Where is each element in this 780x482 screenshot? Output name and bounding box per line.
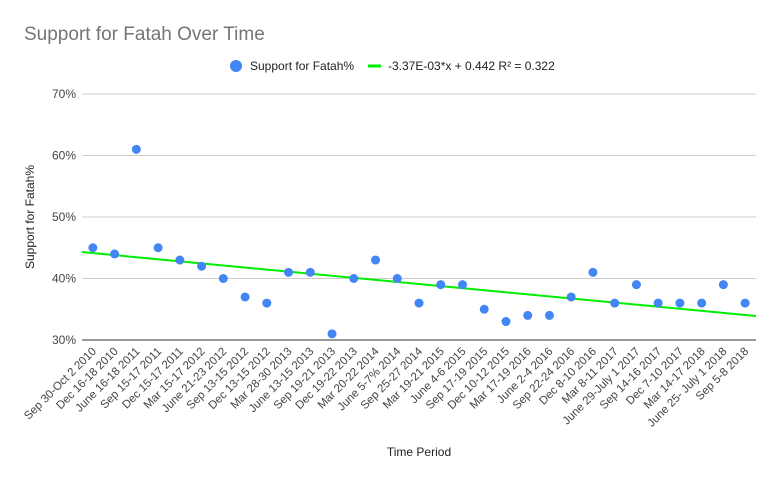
y-axis-ticks: 30% 40% 50% 60% 70% <box>52 87 76 347</box>
y-tick-label: 70% <box>52 87 76 101</box>
data-point <box>349 274 359 283</box>
y-tick-label: 60% <box>52 149 76 163</box>
data-point <box>371 255 381 265</box>
data-point <box>740 298 750 308</box>
data-point <box>131 144 141 154</box>
data-point <box>718 280 728 290</box>
data-point <box>479 304 489 314</box>
data-point <box>653 298 663 308</box>
data-point <box>327 329 337 339</box>
data-point <box>218 274 228 283</box>
data-point <box>88 243 98 253</box>
data-point <box>175 255 185 265</box>
data-point <box>675 298 685 308</box>
data-point <box>697 298 707 308</box>
data-point <box>566 292 576 302</box>
y-tick-label: 30% <box>52 333 76 347</box>
legend: Support for Fatah% -3.37E-03*x + 0.442 R… <box>230 59 555 73</box>
data-point <box>305 267 315 277</box>
y-tick-label: 40% <box>52 272 76 286</box>
data-point <box>501 317 511 327</box>
data-point <box>436 280 446 290</box>
legend-label-series: Support for Fatah% <box>250 59 354 73</box>
chart-title: Support for Fatah Over Time <box>24 24 265 45</box>
legend-label-trendline: -3.37E-03*x + 0.442 R² = 0.322 <box>388 59 555 73</box>
data-point <box>523 310 533 320</box>
gridlines <box>82 93 756 341</box>
data-point <box>110 249 120 259</box>
data-point <box>457 280 467 290</box>
data-point <box>544 310 554 320</box>
data-point <box>284 267 294 277</box>
data-point <box>197 261 207 271</box>
data-points <box>88 144 750 339</box>
data-point <box>240 292 250 302</box>
legend-marker-series <box>230 60 242 72</box>
data-point <box>631 280 641 290</box>
y-axis-title: Support for Fatah% <box>23 165 37 269</box>
data-point <box>153 243 163 253</box>
trendline-layer <box>81 251 757 318</box>
data-point <box>392 274 402 283</box>
data-point <box>414 298 424 308</box>
x-axis-title: Time Period <box>387 445 451 459</box>
data-point <box>588 267 598 277</box>
y-tick-label: 50% <box>52 210 76 224</box>
data-point <box>262 298 272 308</box>
data-point <box>610 298 620 308</box>
trendline <box>81 251 757 318</box>
